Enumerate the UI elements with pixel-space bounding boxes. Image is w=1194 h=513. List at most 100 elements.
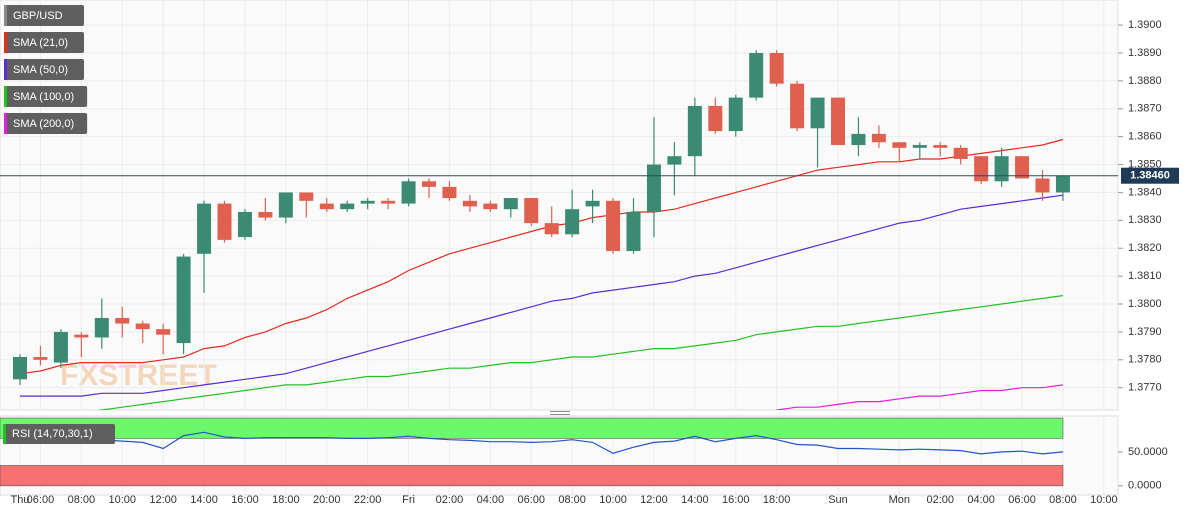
last-price-label: 1.38460 — [1130, 170, 1170, 182]
candle-body — [197, 203, 212, 254]
legend-box — [4, 86, 88, 107]
candle-body — [606, 200, 621, 252]
legend-box — [4, 5, 84, 26]
candle-body — [381, 200, 396, 204]
sma-line — [97, 295, 1064, 410]
resize-handle[interactable] — [550, 411, 570, 412]
x-tick-label: 16:00 — [231, 494, 259, 506]
x-tick-label: 06:00 — [1008, 494, 1036, 506]
rsi-plot — [0, 416, 1105, 495]
legend-label: SMA (50,0) — [13, 64, 68, 76]
candle-body — [728, 97, 743, 132]
x-tick-label: 12:00 — [640, 494, 668, 506]
candle-body — [871, 133, 886, 143]
legend-box — [4, 113, 88, 134]
legend-swatch — [4, 113, 7, 134]
y-tick-label: 50.0000 — [1128, 446, 1168, 458]
y-tick-label: 1.3890 — [1128, 47, 1162, 59]
rsi-band — [0, 465, 1064, 487]
candle-body — [340, 203, 355, 210]
y-tick-label: 1.3780 — [1128, 354, 1162, 366]
candle-body — [217, 203, 232, 240]
sma-line — [20, 194, 1064, 397]
candle-body — [1035, 178, 1050, 193]
x-tick-label: Mon — [889, 494, 910, 506]
candle-body — [749, 52, 764, 98]
candle-body — [626, 211, 641, 252]
candle-body — [646, 164, 661, 212]
x-tick-label: 02:00 — [436, 494, 464, 506]
candle-body — [892, 142, 907, 148]
candle-body — [708, 105, 723, 132]
legend-item[interactable]: SMA (100,0) — [4, 86, 88, 107]
x-tick-label: 18:00 — [763, 494, 791, 506]
candle-body — [1055, 175, 1070, 193]
candle-body — [831, 97, 845, 146]
legend-item[interactable]: SMA (21,0) — [4, 32, 84, 53]
x-tick-label: 04:00 — [477, 494, 505, 506]
legend-swatch — [4, 86, 7, 107]
y-tick-label: 1.3870 — [1128, 103, 1162, 115]
legend-item[interactable]: SMA (50,0) — [4, 59, 84, 80]
y-tick-label: 1.3860 — [1128, 131, 1162, 143]
legend-label: SMA (200,0) — [13, 118, 74, 130]
candle-body — [237, 211, 252, 238]
legend-label: SMA (21,0) — [13, 37, 68, 49]
legend-swatch — [3, 424, 6, 444]
candle-body — [851, 133, 866, 146]
candle-body — [115, 317, 130, 324]
candle-body — [687, 105, 702, 157]
legend-label: SMA (100,0) — [13, 91, 74, 103]
candle-body — [769, 52, 784, 84]
x-tick-label: 08:00 — [68, 494, 96, 506]
candle-body — [667, 156, 682, 165]
rsi-band — [0, 417, 1064, 439]
y-tick-label: 1.3900 — [1128, 19, 1162, 31]
candle-body — [503, 198, 518, 210]
candle-body — [565, 209, 580, 235]
legend-item[interactable]: SMA (200,0) — [4, 113, 88, 134]
legend-label: RSI (14,70,30,1) — [12, 428, 93, 440]
candle-body — [278, 192, 293, 218]
x-tick-label: 14:00 — [681, 494, 709, 506]
candle-body — [94, 317, 109, 338]
x-tick-label: 02:00 — [926, 494, 954, 506]
x-tick-label: 10:00 — [1090, 494, 1118, 506]
candle-body — [135, 323, 150, 330]
candle-body — [585, 200, 600, 207]
candle-body — [156, 329, 171, 335]
legend-swatch — [4, 5, 7, 26]
candle-body — [33, 357, 48, 360]
x-tick-label: Sun — [828, 494, 848, 506]
price-plot — [0, 0, 1118, 410]
y-tick-label: 1.3880 — [1128, 75, 1162, 87]
x-tick-label: 06:00 — [27, 494, 55, 506]
sma-line — [776, 384, 1064, 410]
candle-body — [74, 334, 89, 338]
x-tick-label: 12:00 — [149, 494, 177, 506]
x-tick-label: 04:00 — [967, 494, 995, 506]
y-tick-label: 1.3820 — [1128, 242, 1162, 254]
x-tick-label: 10:00 — [108, 494, 136, 506]
rsi-legend[interactable]: RSI (14,70,30,1) — [3, 424, 115, 444]
legend-label: GBP/USD — [13, 10, 63, 22]
candle-body — [319, 203, 334, 210]
y-tick-label: 0.0000 — [1128, 480, 1162, 492]
x-tick-label: 16:00 — [722, 494, 750, 506]
legend-swatch — [4, 32, 7, 53]
x-tick-label: Thu — [11, 494, 30, 506]
legend-box — [4, 59, 84, 80]
candle-body — [953, 147, 968, 159]
y-tick-label: 1.3830 — [1128, 214, 1162, 226]
legend-item[interactable]: GBP/USD — [4, 5, 84, 26]
y-tick-label: 1.3770 — [1128, 382, 1162, 394]
y-tick-label: 1.3790 — [1128, 326, 1162, 338]
x-tick-label: 10:00 — [599, 494, 627, 506]
x-tick-label: 08:00 — [558, 494, 586, 506]
candle-body — [912, 145, 927, 148]
candle-body — [360, 200, 375, 204]
candle-body — [299, 192, 314, 201]
candle-body — [176, 256, 191, 344]
resize-handle[interactable] — [550, 414, 570, 415]
